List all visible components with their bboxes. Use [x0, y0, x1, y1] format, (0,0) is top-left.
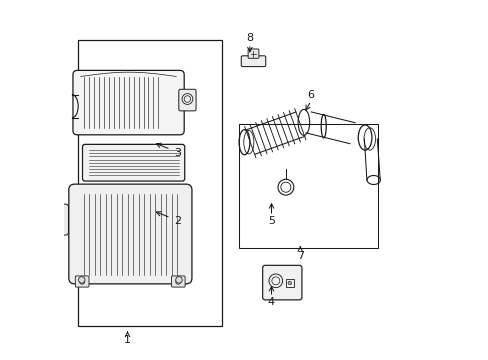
Text: 3: 3 — [174, 148, 181, 158]
FancyBboxPatch shape — [179, 89, 196, 111]
Text: 4: 4 — [267, 297, 274, 307]
FancyBboxPatch shape — [73, 71, 184, 135]
Circle shape — [175, 276, 182, 283]
Bar — [285, 279, 293, 287]
Bar — [78, 40, 222, 326]
Text: 7: 7 — [296, 251, 303, 261]
FancyBboxPatch shape — [247, 49, 258, 58]
FancyBboxPatch shape — [41, 204, 68, 235]
Bar — [239, 124, 377, 248]
FancyBboxPatch shape — [75, 276, 89, 287]
Text: 1: 1 — [124, 335, 131, 345]
FancyBboxPatch shape — [241, 56, 265, 67]
FancyBboxPatch shape — [262, 265, 301, 300]
Text: 8: 8 — [246, 33, 253, 43]
Circle shape — [287, 281, 291, 285]
FancyBboxPatch shape — [69, 184, 192, 284]
Circle shape — [79, 276, 85, 283]
Text: 2: 2 — [174, 216, 181, 226]
Text: 5: 5 — [267, 216, 274, 226]
FancyBboxPatch shape — [82, 144, 184, 181]
FancyBboxPatch shape — [171, 276, 185, 287]
Text: 6: 6 — [307, 90, 314, 100]
